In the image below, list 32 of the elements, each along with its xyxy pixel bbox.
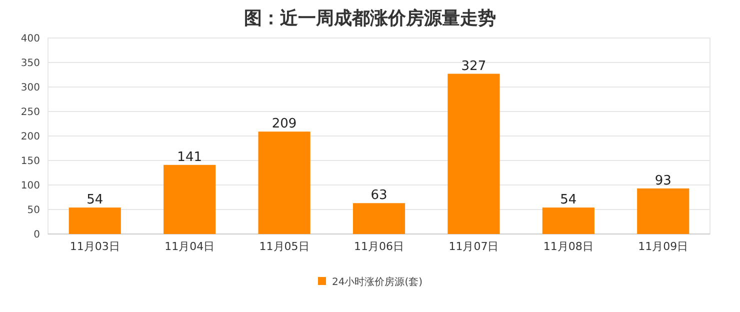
bar <box>164 164 216 234</box>
bar <box>542 208 594 234</box>
bar <box>258 132 310 234</box>
bar <box>448 74 500 234</box>
y-tick-label: 350 <box>20 58 40 69</box>
y-tick-label: 100 <box>20 180 40 192</box>
x-tick-label: 11月07日 <box>448 240 499 253</box>
x-tick-label: 11月03日 <box>70 240 120 253</box>
chart-title: 图：近一周成都涨价房源量走势 <box>244 8 496 29</box>
y-tick-label: 250 <box>20 107 40 118</box>
y-tick-label: 0 <box>34 230 40 240</box>
y-tick-label: 300 <box>20 82 40 94</box>
y-tick-label: 150 <box>20 156 40 167</box>
y-tick-label: 400 <box>20 34 40 44</box>
bar <box>68 208 121 234</box>
data-label: 93 <box>654 173 672 188</box>
x-tick-label: 11月06日 <box>354 240 404 253</box>
data-label: 141 <box>177 150 202 165</box>
x-tick-label: 11月09日 <box>638 240 688 253</box>
data-label: 209 <box>272 116 297 132</box>
x-tick-label: 11月08日 <box>543 240 594 253</box>
legend-label: 24小时涨价房源(套) <box>332 276 423 288</box>
data-label: 63 <box>370 188 388 204</box>
data-label: 327 <box>461 58 486 74</box>
data-label: 54 <box>86 192 104 208</box>
bar <box>352 203 406 234</box>
x-tick-label: 11月04日 <box>164 240 215 253</box>
data-label: 54 <box>560 192 577 208</box>
bar <box>637 188 690 234</box>
y-tick-label: 200 <box>20 132 40 142</box>
y-tick-label: 50 <box>27 205 40 216</box>
x-tick-label: 11月05日 <box>259 240 310 253</box>
